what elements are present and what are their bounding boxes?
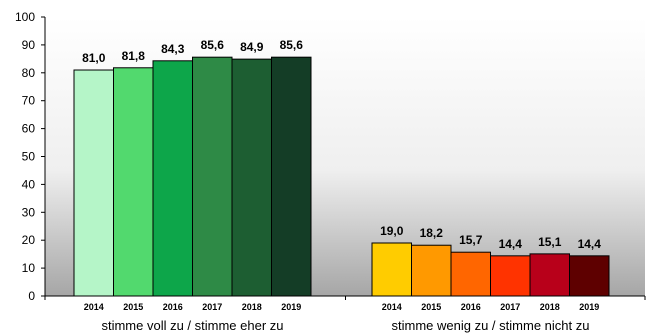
bar-value-label: 81,0 xyxy=(82,51,106,65)
bar xyxy=(153,61,193,296)
bar xyxy=(491,256,531,296)
x-category-label: 2017 xyxy=(202,302,222,312)
y-tick-label: 10 xyxy=(22,261,36,275)
x-category-label: 2019 xyxy=(579,302,599,312)
bar-value-label: 14,4 xyxy=(578,237,602,251)
bar-value-label: 85,6 xyxy=(201,38,225,52)
x-category-label: 2018 xyxy=(242,302,262,312)
x-category-label: 2015 xyxy=(421,302,441,312)
y-tick-label: 70 xyxy=(22,94,36,108)
y-tick-label: 80 xyxy=(22,66,36,80)
bar-value-label: 85,6 xyxy=(280,38,304,52)
x-category-label: 2015 xyxy=(123,302,143,312)
y-tick-label: 50 xyxy=(22,150,36,164)
y-tick-label: 20 xyxy=(22,233,36,247)
bar-value-label: 18,2 xyxy=(420,226,444,240)
y-tick-label: 40 xyxy=(22,177,36,191)
y-tick-label: 60 xyxy=(22,122,36,136)
bar xyxy=(372,243,412,296)
bar-value-label: 15,7 xyxy=(459,233,483,247)
x-category-label: 2014 xyxy=(382,302,402,312)
bar xyxy=(114,68,154,296)
bar xyxy=(272,57,312,296)
bar-value-label: 19,0 xyxy=(380,224,404,238)
x-category-label: 2019 xyxy=(281,302,301,312)
bar-value-label: 14,4 xyxy=(499,237,523,251)
group-label: stimme wenig zu / stimme nicht zu xyxy=(392,318,590,333)
bar xyxy=(412,245,452,296)
y-tick-label: 30 xyxy=(22,205,36,219)
group-label: stimme voll zu / stimme eher zu xyxy=(101,318,283,333)
bar xyxy=(232,59,272,296)
bar xyxy=(530,254,570,296)
bar-value-label: 15,1 xyxy=(538,235,562,249)
x-category-label: 2016 xyxy=(461,302,481,312)
bar xyxy=(193,57,233,296)
bar-value-label: 81,8 xyxy=(122,49,146,63)
y-tick-label: 90 xyxy=(22,38,36,52)
bar-value-label: 84,3 xyxy=(161,42,185,56)
bar xyxy=(74,70,114,296)
x-category-label: 2016 xyxy=(163,302,183,312)
bar xyxy=(570,256,610,296)
bar-value-label: 84,9 xyxy=(240,40,264,54)
x-category-label: 2018 xyxy=(540,302,560,312)
x-category-label: 2017 xyxy=(500,302,520,312)
y-tick-label: 0 xyxy=(28,289,35,303)
x-category-label: 2014 xyxy=(84,302,104,312)
bar xyxy=(451,252,491,296)
y-tick-label: 100 xyxy=(15,10,35,24)
